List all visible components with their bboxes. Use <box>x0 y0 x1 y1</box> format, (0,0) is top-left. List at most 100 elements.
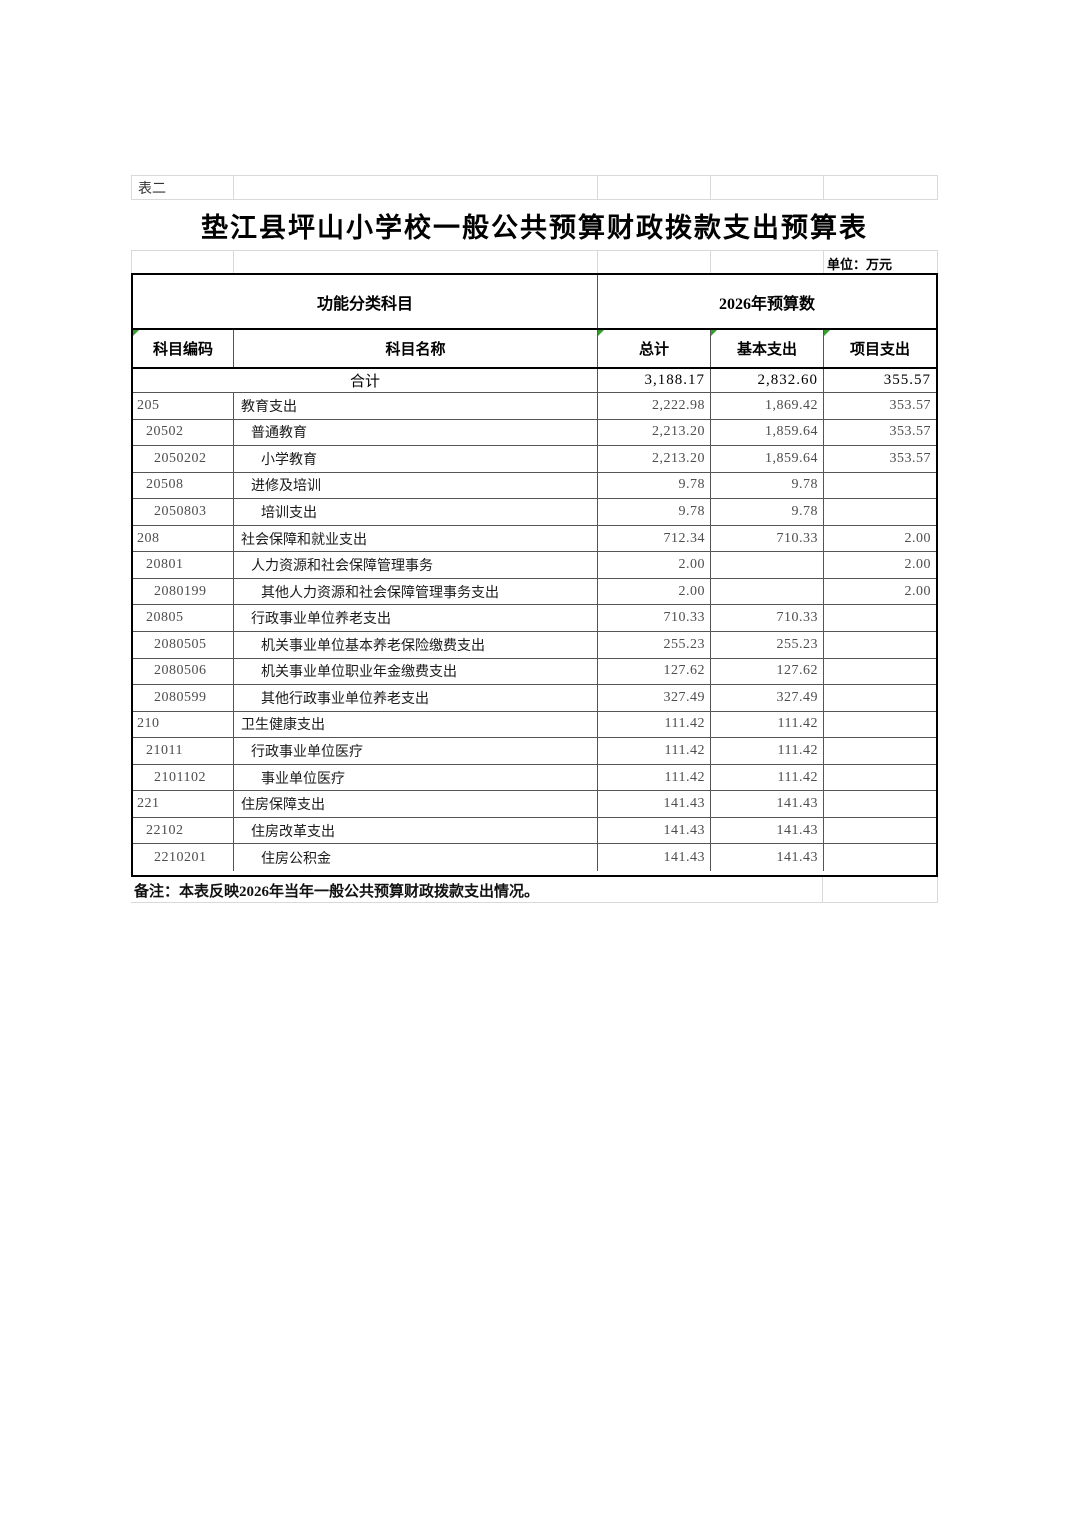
header-col-total: 总计 <box>598 330 711 367</box>
total-row-total: 3,188.17 <box>598 369 711 392</box>
cell-total: 111.42 <box>598 764 711 791</box>
table-row: 20502 普通教育 2,213.20 1,859.64 353.57 <box>133 419 936 447</box>
unit-row: 单位：万元 <box>131 250 938 273</box>
cell-total: 141.43 <box>598 817 711 844</box>
cell-total: 111.42 <box>598 738 711 764</box>
table-row: 2050803 培训支出 9.78 9.78 <box>133 499 936 526</box>
gridline <box>822 877 823 902</box>
title-row: 垫江县坪山小学校一般公共预算财政拨款支出预算表 <box>131 200 938 250</box>
cell-project <box>824 685 936 711</box>
cell-project <box>824 765 936 791</box>
cell-name: 卫生健康支出 <box>234 711 598 738</box>
table-row: 22102 住房改革支出 141.43 141.43 <box>133 817 936 845</box>
cell-project <box>824 473 936 499</box>
cell-total: 2.00 <box>598 552 711 578</box>
cell-name: 教育支出 <box>234 393 598 419</box>
total-row-basic: 2,832.60 <box>711 369 824 392</box>
sheet-label-row: 表二 <box>131 175 938 200</box>
budget-sheet: 表二 垫江县坪山小学校一般公共预算财政拨款支出预算表 单位：万元 功能分类科目 … <box>131 175 938 905</box>
table-row: 21011 行政事业单位医疗 111.42 111.42 <box>133 738 936 765</box>
cell-code: 22102 <box>133 817 234 844</box>
cell-code: 2080599 <box>133 685 234 711</box>
cell-basic: 141.43 <box>711 817 824 844</box>
cell-name: 住房公积金 <box>234 844 598 871</box>
cell-code: 2210201 <box>133 844 234 871</box>
grand-total-row: 合计 3,188.17 2,832.60 355.57 <box>133 369 936 393</box>
gridline <box>710 176 711 199</box>
cell-name: 人力资源和社会保障管理事务 <box>234 552 598 578</box>
cell-name: 其他人力资源和社会保障管理事务支出 <box>234 578 598 605</box>
cell-code: 20805 <box>133 605 234 631</box>
header-col-project: 项目支出 <box>824 330 936 367</box>
error-indicator-icon <box>711 330 717 336</box>
header-col-basic: 基本支出 <box>711 330 824 367</box>
cell-code: 2050803 <box>133 499 234 525</box>
cell-basic <box>711 578 824 605</box>
unit-label: 单位：万元 <box>827 257 893 272</box>
cell-total: 712.34 <box>598 525 711 552</box>
table-row: 2101102 事业单位医疗 111.42 111.42 <box>133 764 936 792</box>
cell-project: 2.00 <box>904 583 931 599</box>
budget-table: 功能分类科目 2026年预算数 科目编码 科目名称 总计 基本支出 <box>131 273 938 877</box>
cell-code: 2080506 <box>133 658 234 685</box>
cell-code: 2080199 <box>133 578 234 605</box>
gridline <box>233 176 234 199</box>
cell-project <box>824 791 936 817</box>
header-col-code: 科目编码 <box>133 330 234 367</box>
cell-basic: 9.78 <box>711 499 824 525</box>
cell-basic: 141.43 <box>711 791 824 817</box>
cell-name: 事业单位医疗 <box>234 764 598 791</box>
header-function-category: 功能分类科目 <box>133 275 598 328</box>
cell-code: 20502 <box>133 419 234 446</box>
cell-total: 111.42 <box>598 711 711 738</box>
cell-basic <box>711 552 824 578</box>
table-row: 2080599 其他行政事业单位养老支出 327.49 327.49 <box>133 685 936 712</box>
cell-code: 208 <box>133 525 234 552</box>
cell-code: 2080505 <box>133 631 234 658</box>
cell-basic: 710.33 <box>711 525 824 552</box>
cell-name: 其他行政事业单位养老支出 <box>234 685 598 711</box>
cell-name: 普通教育 <box>234 419 598 446</box>
cell-project <box>824 712 936 738</box>
table-row: 205 教育支出 2,222.98 1,869.42 353.57 <box>133 393 936 420</box>
cell-total: 141.43 <box>598 844 711 871</box>
table-row: 2210201 住房公积金 141.43 141.43 <box>133 844 936 871</box>
cell-total: 327.49 <box>598 685 711 711</box>
cell-total: 9.78 <box>598 499 711 525</box>
sheet-label: 表二 <box>138 182 166 197</box>
cell-basic: 327.49 <box>711 685 824 711</box>
cell-project: 2.00 <box>904 530 931 546</box>
table-row: 20508 进修及培训 9.78 9.78 <box>133 472 936 500</box>
cell-name: 进修及培训 <box>234 472 598 499</box>
cell-total: 127.62 <box>598 658 711 685</box>
cell-name: 培训支出 <box>234 499 598 525</box>
cell-code: 20801 <box>133 552 234 578</box>
cell-basic: 1,859.64 <box>711 446 824 472</box>
cell-basic: 111.42 <box>711 764 824 791</box>
table-row: 208 社会保障和就业支出 712.34 710.33 2.00 <box>133 525 936 553</box>
cell-project <box>824 844 936 871</box>
table-header-columns: 科目编码 科目名称 总计 基本支出 项目支出 <box>133 330 936 369</box>
table-row: 210 卫生健康支出 111.42 111.42 <box>133 711 936 739</box>
cell-code: 205 <box>133 393 234 419</box>
header-col-project-label: 项目支出 <box>849 342 910 358</box>
cell-basic: 111.42 <box>711 738 824 764</box>
footnote: 备注：本表反映2026年当年一般公共预算财政拨款支出情况。 <box>134 884 540 900</box>
header-budget-year: 2026年预算数 <box>718 295 815 313</box>
table-body: 205 教育支出 2,222.98 1,869.42 353.57 20502 … <box>133 393 936 871</box>
cell-name: 社会保障和就业支出 <box>234 525 598 552</box>
table-row: 2050202 小学教育 2,213.20 1,859.64 353.57 <box>133 446 936 473</box>
cell-total: 2.00 <box>598 578 711 605</box>
cell-basic: 710.33 <box>711 605 824 631</box>
header-col-name: 科目名称 <box>234 330 598 367</box>
cell-total: 9.78 <box>598 472 711 499</box>
table-row: 20801 人力资源和社会保障管理事务 2.00 2.00 <box>133 552 936 579</box>
cell-basic: 1,859.64 <box>711 419 824 446</box>
cell-total: 255.23 <box>598 631 711 658</box>
cell-name: 机关事业单位职业年金缴费支出 <box>234 658 598 685</box>
cell-total: 141.43 <box>598 791 711 817</box>
cell-basic: 1,869.42 <box>711 393 824 419</box>
cell-total: 2,222.98 <box>598 393 711 419</box>
cell-basic: 9.78 <box>711 472 824 499</box>
cell-code: 21011 <box>133 738 234 764</box>
